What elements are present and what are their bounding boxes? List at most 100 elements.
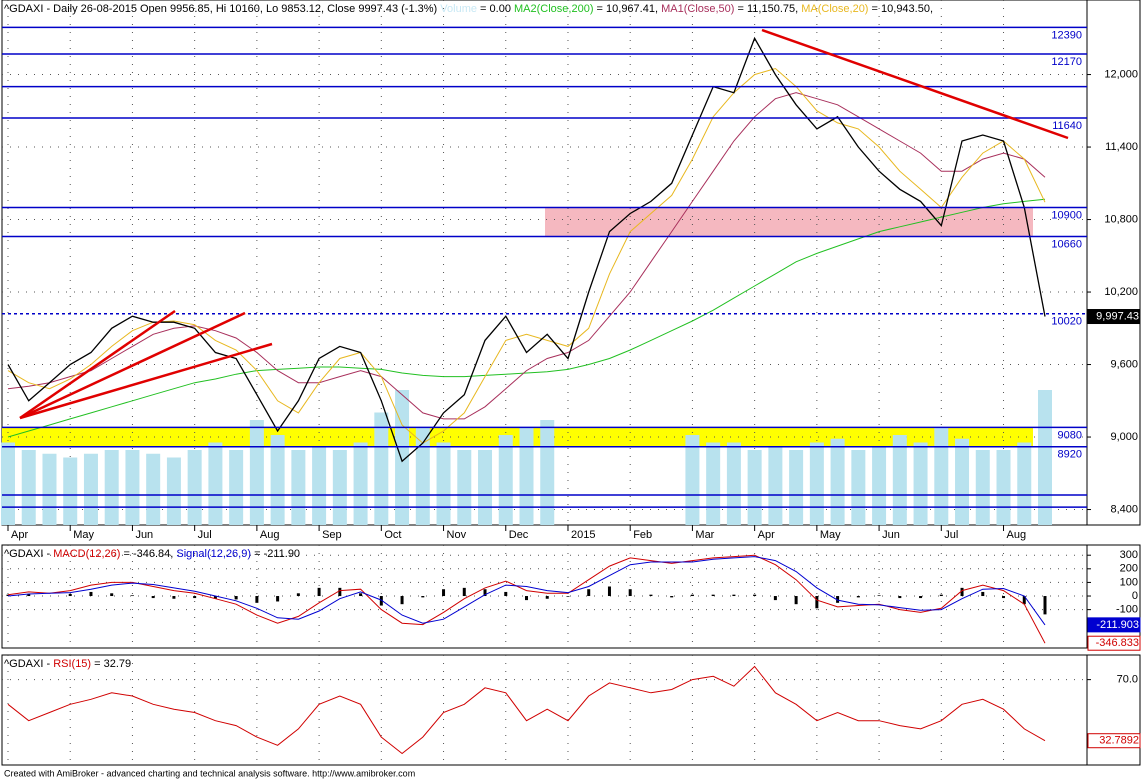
histogram-bar <box>649 594 653 597</box>
volume-bar <box>830 438 845 525</box>
histogram-bar <box>981 591 985 597</box>
volume-bar <box>249 420 264 525</box>
volume-bar <box>768 446 783 525</box>
pane-frame <box>1 654 1141 766</box>
histogram-bar <box>172 596 176 599</box>
y-tick-label: 9,600 <box>1110 358 1138 370</box>
volume-bar <box>685 435 700 525</box>
volume-bar <box>125 450 140 525</box>
y-tick-label: 10,800 <box>1104 213 1138 225</box>
x-tick-label: Aug <box>260 529 280 541</box>
legend-value: = 10,943.50, <box>872 3 933 15</box>
volume-bar <box>104 450 119 525</box>
legend-name: MACD(12,26) <box>53 548 120 560</box>
y-tick-label: 8,400 <box>1110 503 1138 515</box>
histogram-bar <box>877 595 881 597</box>
trendline <box>19 309 176 420</box>
last-value-label: -346.833 <box>1096 637 1139 649</box>
legend-name: RSI(15) <box>53 658 91 670</box>
histogram-bar <box>545 596 549 599</box>
histogram-bar <box>773 596 777 601</box>
y-tick-label: 12,000 <box>1104 68 1138 80</box>
y-tick-label: 10,200 <box>1104 286 1138 298</box>
x-tick-label: Jun <box>882 529 900 541</box>
volume-bar <box>540 420 555 525</box>
series-line <box>7 556 1046 626</box>
histogram-bar <box>193 596 197 599</box>
level-label: 11640 <box>1052 120 1082 132</box>
volume-bar <box>747 450 762 525</box>
histogram-bar <box>151 596 155 599</box>
x-tick-label: 2015 <box>571 529 595 541</box>
histogram-bar <box>27 593 31 597</box>
histogram-bar <box>856 596 860 598</box>
histogram-bar <box>110 593 114 597</box>
histogram-bar <box>276 596 280 602</box>
x-tick-label: May <box>820 529 841 541</box>
volume-bar <box>1038 390 1052 525</box>
volume-bar <box>996 450 1011 525</box>
histogram-bar <box>213 596 217 599</box>
legend-value: = 11,150.75, <box>738 3 799 15</box>
legend-name: MA1(Close,50) <box>661 3 734 15</box>
volume-bar <box>913 442 928 525</box>
x-tick-label: Oct <box>384 529 401 541</box>
pane-header: ^GDAXI - RSI(15) = 32.79 <box>4 658 131 670</box>
x-tick-label: May <box>73 529 94 541</box>
histogram-bar <box>379 596 383 606</box>
volume-bar <box>21 450 36 525</box>
volume-bar <box>83 453 98 525</box>
x-tick-label: Mar <box>695 529 714 541</box>
histogram-bar <box>753 594 757 597</box>
zone <box>545 207 1033 237</box>
legend-value: = 32.79 <box>94 658 131 670</box>
histogram-bar <box>732 594 736 597</box>
histogram-bar <box>690 594 694 597</box>
volume-bar <box>353 442 368 525</box>
series-line <box>7 92 1046 420</box>
histogram-bar <box>1022 596 1026 605</box>
level-label: 10900 <box>1051 209 1082 221</box>
header-title: ^GDAXI - <box>4 548 50 560</box>
histogram-bar <box>68 593 72 597</box>
histogram-bar <box>815 596 819 609</box>
trendline <box>19 342 273 420</box>
volume-bar <box>208 442 223 525</box>
volume-bar <box>934 427 949 525</box>
volume-bar <box>519 427 534 525</box>
level-label: 9080 <box>1058 429 1082 441</box>
y-tick-label: 100 <box>1120 576 1138 588</box>
y-tick-label: -100 <box>1116 604 1138 616</box>
legend-name: MA2(Close,200) <box>514 3 593 15</box>
volume-bar <box>872 446 887 525</box>
volume-bar <box>187 450 202 525</box>
histogram-bar <box>89 591 93 597</box>
y-tick-label: 70.0 <box>1117 674 1138 686</box>
panes: 8,400 9,000 9,600 10,200 10,800 11,400 12,000 A… <box>1 0 1141 766</box>
y-tick-label: 9,000 <box>1110 431 1138 443</box>
footer: Created with AmiBroker - advanced charti… <box>4 768 415 778</box>
histogram-bar <box>338 587 342 597</box>
histogram-bar <box>960 587 964 597</box>
volume-bar <box>63 457 78 525</box>
series-line <box>7 198 1046 438</box>
histogram-bar <box>130 595 134 597</box>
x-tick-label: Jul <box>198 529 212 541</box>
last-value-label: -211.903 <box>1096 619 1139 631</box>
histogram-bar <box>919 596 923 599</box>
pane-header: ^GDAXI - Daily 26-08-2015 Open 9956.85, … <box>4 3 933 15</box>
last-value-box <box>1087 733 1141 749</box>
histogram-bar <box>6 594 10 597</box>
last-value-box <box>1087 309 1141 325</box>
legend-value: = -346.84, <box>124 548 174 560</box>
histogram-bar <box>442 589 446 597</box>
level-label: 8920 <box>1058 449 1082 461</box>
volume-bar <box>809 442 824 525</box>
histogram-bar <box>462 587 466 597</box>
legend-name: Signal(12,26,9) <box>176 548 251 560</box>
volume-bar <box>1 442 15 525</box>
volume-bar <box>851 450 866 525</box>
volume-bar <box>457 450 472 525</box>
series-line <box>7 36 1046 463</box>
